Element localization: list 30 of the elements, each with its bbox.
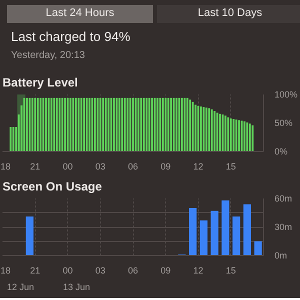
x-tick-label: 18 (0, 162, 11, 172)
y-tick-label: 0m (274, 250, 288, 260)
x-tick-label: 18 (0, 266, 11, 276)
x-tick-label: 00 (62, 162, 73, 172)
chart-title: Battery Level (2, 76, 78, 90)
x-tick-label: 06 (128, 162, 138, 172)
x-tick-label: 00 (62, 266, 73, 276)
chart-title: Screen On Usage (2, 180, 102, 194)
y-tick-label: 100% (274, 90, 298, 100)
y-tick-label: 0% (274, 146, 288, 156)
x-tick-label: 09 (160, 162, 171, 172)
x-tick-label: 03 (95, 266, 106, 276)
x-tick-label: 06 (128, 266, 138, 276)
x-tick-label: 03 (95, 162, 106, 172)
y-tick-label: 50% (274, 118, 293, 128)
y-tick-label: 60m (274, 194, 292, 204)
text: Last charged to 94% (11, 28, 132, 46)
text: Yesterday, 20:13 (11, 49, 86, 64)
x-tick-label: 15 (226, 266, 236, 276)
text: 13 Jun (63, 281, 90, 294)
x-tick-label: 15 (226, 162, 236, 172)
x-tick-label: 21 (30, 162, 40, 172)
x-tick-label: 12 (193, 162, 204, 172)
x-tick-label: 21 (30, 266, 40, 276)
x-tick-label: 12 (193, 266, 204, 276)
text: Last 10 Days (157, 5, 300, 23)
x-tick-label: 09 (160, 266, 171, 276)
y-tick-label: 30m (274, 222, 292, 232)
text: Last 24 Hours (7, 5, 153, 23)
text: 12 Jun (7, 281, 34, 294)
